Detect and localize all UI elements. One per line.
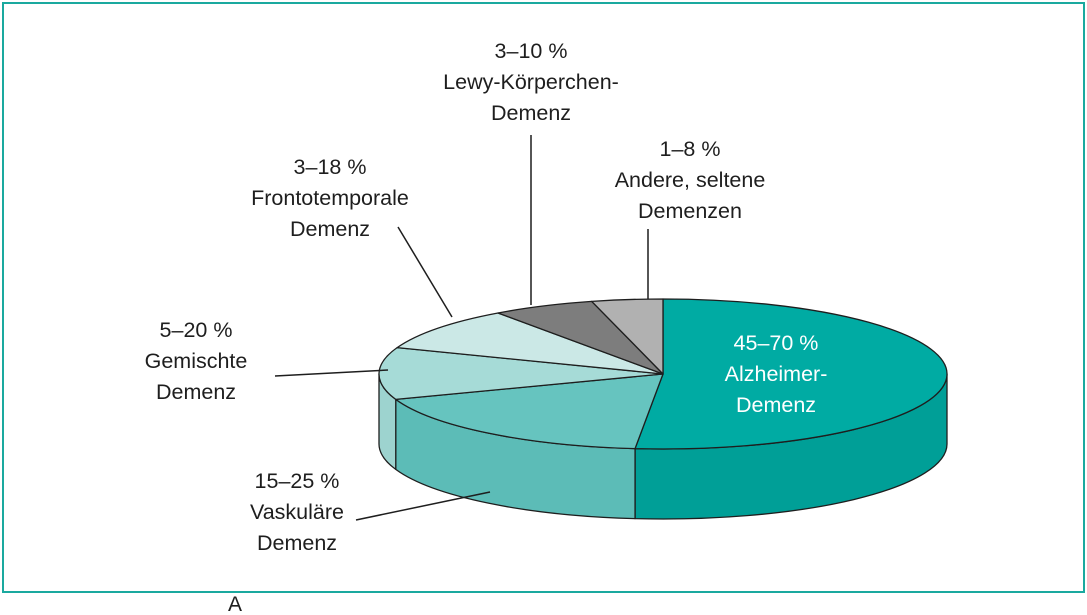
leader-lines bbox=[274, 135, 649, 521]
pie-sides bbox=[378, 373, 948, 520]
pie-slices bbox=[378, 298, 948, 450]
slice-label-line: 45–70 % bbox=[734, 331, 819, 355]
slice-label-line: Demenz bbox=[257, 531, 337, 555]
slice-label-line: Alzheimer- bbox=[725, 362, 828, 386]
slice-label-line: Andere, seltene bbox=[615, 168, 766, 192]
slice-label-5: 1–8 % Andere, seltene Demenzen bbox=[615, 137, 766, 223]
pie-slice-3 bbox=[396, 312, 664, 375]
slice-label-line: Lewy-Körperchen- bbox=[443, 70, 619, 94]
slice-label-3: 3–18 % Frontotemporale Demenz bbox=[251, 155, 409, 241]
leader-line-2 bbox=[274, 369, 389, 377]
slice-label-line: Demenz bbox=[156, 380, 236, 404]
slice-label-line: Frontotemporale bbox=[251, 186, 409, 210]
slice-label-line: Gemischte bbox=[145, 349, 248, 373]
slice-label-line: Demenz bbox=[736, 393, 816, 417]
pie-slice-5 bbox=[591, 298, 664, 375]
caption-fragment-clip: Ä bbox=[0, 596, 1087, 615]
slice-label-line: Vaskuläre bbox=[250, 500, 344, 524]
slice-labels: 45–70 % Alzheimer- Demenz 15–25 % Vaskuläre D… bbox=[145, 39, 828, 555]
slice-label-line: Demenz bbox=[491, 101, 571, 125]
slice-label-0: 45–70 % Alzheimer- Demenz bbox=[725, 331, 828, 417]
slice-label-line: 15–25 % bbox=[255, 469, 340, 493]
slice-label-1: 15–25 % Vaskuläre Demenz bbox=[250, 469, 344, 555]
leader-line-3 bbox=[397, 226, 453, 318]
slice-label-line: 3–10 % bbox=[495, 39, 568, 63]
slice-label-2: 5–20 % Gemischte Demenz bbox=[145, 318, 248, 404]
slice-label-line: Demenz bbox=[290, 217, 370, 241]
slice-label-line: Demenzen bbox=[638, 199, 742, 223]
slice-label-line: 1–8 % bbox=[660, 137, 721, 161]
pie-slice-0 bbox=[634, 298, 948, 450]
leader-line-1 bbox=[355, 491, 491, 521]
pie-slice-1 bbox=[395, 373, 664, 450]
slice-label-line: 3–18 % bbox=[294, 155, 367, 179]
slice-label-4: 3–10 % Lewy-Körperchen- Demenz bbox=[443, 39, 619, 125]
slice-label-line: 5–20 % bbox=[160, 318, 233, 342]
pie-slice-2 bbox=[378, 346, 664, 401]
caption-fragment: Ä bbox=[228, 596, 243, 615]
